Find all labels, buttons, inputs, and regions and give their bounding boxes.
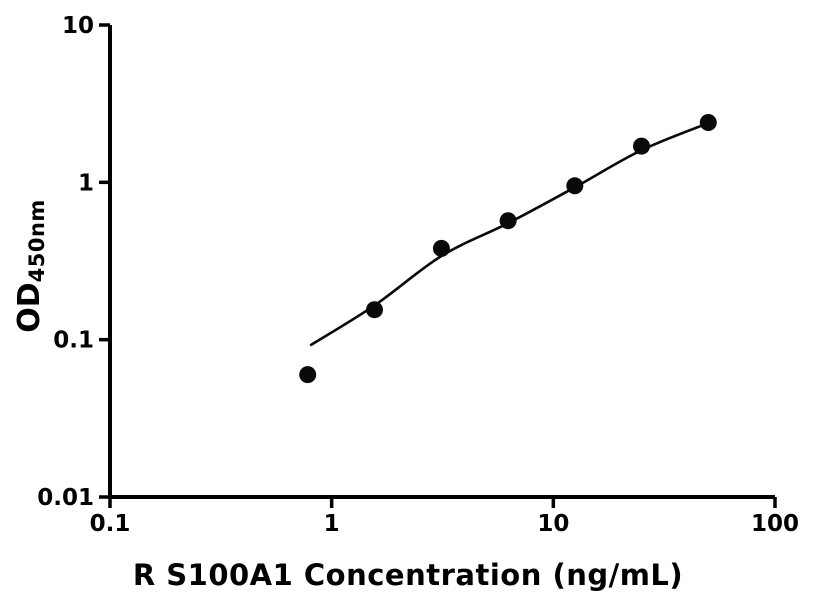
y-axis-title-main: OD (12, 282, 47, 333)
data-point (432, 239, 450, 257)
y-tick-label: 0.01 (37, 485, 94, 511)
data-point (699, 114, 717, 131)
data-point (499, 212, 517, 230)
data-point (633, 137, 650, 155)
x-tick-label: 0.1 (90, 511, 131, 537)
x-tick-label: 100 (751, 511, 799, 537)
x-axis-title: R S100A1 Concentration (ng/mL) (132, 558, 684, 592)
y-tick-label: 10 (62, 13, 94, 39)
data-point (566, 177, 584, 195)
y-axis-title-subscript: 450nm (25, 199, 49, 283)
x-tick-label: 1 (324, 511, 340, 537)
data-point (366, 301, 383, 319)
y-axis-title: OD450nm (10, 166, 50, 366)
y-tick-label: 0.1 (53, 328, 94, 354)
y-tick-label: 1 (78, 170, 94, 196)
x-tick-label: 10 (537, 511, 569, 537)
data-point (299, 366, 317, 384)
